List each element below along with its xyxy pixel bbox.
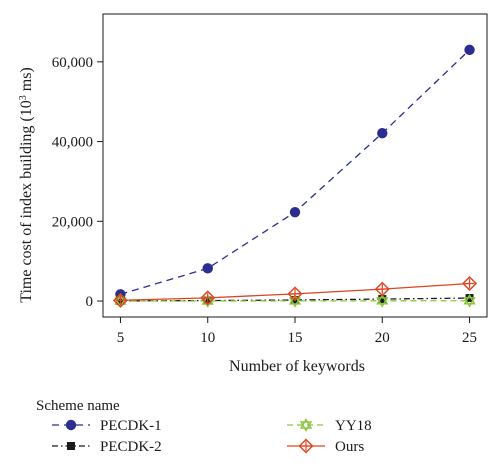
legend-title: Scheme name xyxy=(36,398,120,414)
legend-swatch-marker xyxy=(67,442,75,450)
data-point-ours xyxy=(374,281,390,297)
data-point-ours xyxy=(462,276,478,292)
legend-item-pecdk-1: PECDK-1 xyxy=(52,418,162,434)
y-tick-label: 20,000 xyxy=(52,214,93,230)
data-point-ours xyxy=(112,292,128,308)
legend-label: PECDK-1 xyxy=(100,418,162,434)
series-line-pecdk-1 xyxy=(120,49,470,295)
series-line-pecdk-2 xyxy=(120,297,470,302)
legend-swatch-marker xyxy=(298,438,314,454)
legend: PECDK-1 PECDK-2 YY18 Ours xyxy=(52,418,372,455)
y-tick-label: 0 xyxy=(86,294,94,310)
data-point-pecdk-1 xyxy=(464,44,475,56)
x-tick-label: 20 xyxy=(375,330,390,346)
y-axis-label: Time cost of index building (103 ms) xyxy=(18,67,36,303)
data-point-ours xyxy=(287,286,303,302)
plot-frame xyxy=(102,13,488,318)
x-tick-label: 5 xyxy=(117,330,125,346)
legend-item-pecdk-2: PECDK-2 xyxy=(52,439,162,455)
data-point-yy18 xyxy=(463,293,476,308)
legend-label: PECDK-2 xyxy=(100,439,162,455)
legend-label: YY18 xyxy=(335,418,372,434)
data-point-yy18 xyxy=(376,293,389,308)
data-point-pecdk-2 xyxy=(378,295,387,304)
x-tick-label: 10 xyxy=(200,330,215,346)
x-tick-label: 15 xyxy=(288,330,303,346)
x-tick-label: 25 xyxy=(462,330,477,346)
data-point-pecdk-1 xyxy=(289,206,301,218)
legend-label: Ours xyxy=(335,439,364,455)
y-tick-label: 60,000 xyxy=(52,55,93,71)
data-point-ours xyxy=(200,290,216,306)
legend-item-ours: Ours xyxy=(287,438,364,455)
legend-item-yy18: YY18 xyxy=(287,418,372,434)
legend-swatch-marker xyxy=(299,418,313,432)
data-point-pecdk-1 xyxy=(202,263,213,274)
x-axis-label: Number of keywords xyxy=(229,358,365,375)
legend-swatch-marker xyxy=(65,419,77,431)
y-tick-label: 40,000 xyxy=(52,135,93,151)
data-point-pecdk-1 xyxy=(377,128,388,139)
